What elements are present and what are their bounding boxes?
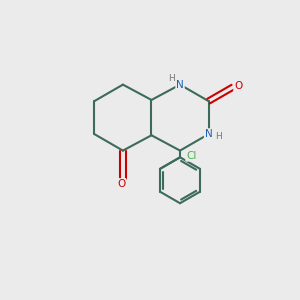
Text: O: O xyxy=(117,179,126,189)
Text: H: H xyxy=(168,74,175,83)
Text: Cl: Cl xyxy=(186,151,196,161)
Text: O: O xyxy=(234,81,242,91)
Text: N: N xyxy=(176,80,184,90)
Text: N: N xyxy=(205,129,212,139)
Text: H: H xyxy=(214,132,221,141)
